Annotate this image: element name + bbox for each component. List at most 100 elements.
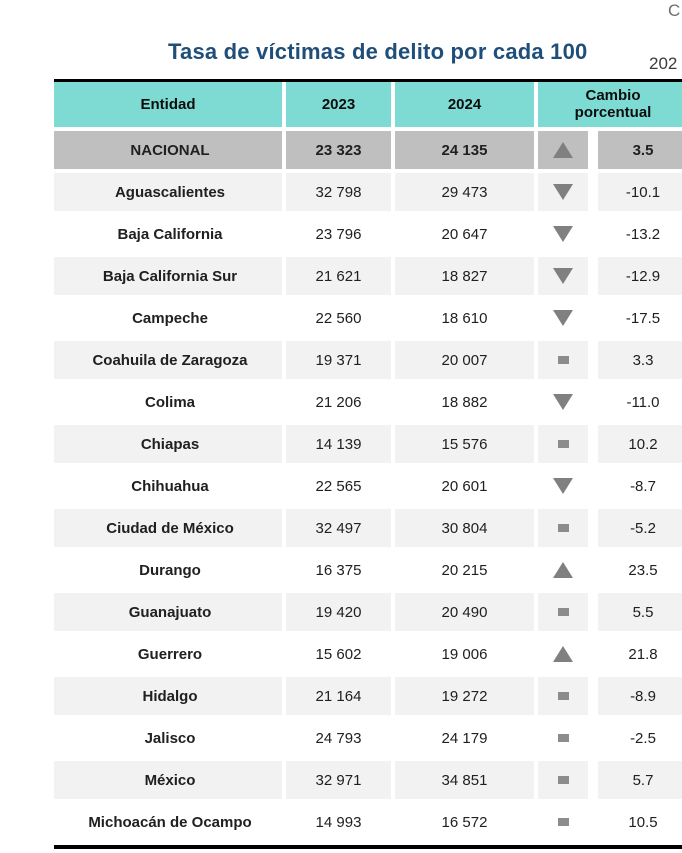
trend-marker-cell xyxy=(538,299,598,341)
subtitle-year-fragment: 202 xyxy=(649,54,678,73)
table-row: Campeche 22 560 18 610 -17.5 xyxy=(54,299,682,341)
column-header-2023: 2023 xyxy=(286,82,395,131)
value-2023-cell: 23 796 xyxy=(286,215,395,257)
trend-marker-cell xyxy=(538,677,598,719)
value-2024-cell: 18 882 xyxy=(395,383,538,425)
entity-name-cell: Guerrero xyxy=(54,635,286,677)
trend-marker-cell xyxy=(538,173,598,215)
percent-change-cell: -5.2 xyxy=(598,509,682,551)
table-row: Chiapas 14 139 15 576 10.2 xyxy=(54,425,682,467)
value-2024-cell: 24 135 xyxy=(395,131,538,173)
entity-name-cell: Colima xyxy=(54,383,286,425)
entity-name-cell: Aguascalientes xyxy=(54,173,286,215)
percent-change-cell: -10.1 xyxy=(598,173,682,215)
trend-marker-cell xyxy=(538,467,598,509)
percent-change-cell: 10.5 xyxy=(598,803,682,845)
trend-down-icon xyxy=(553,394,573,410)
table-row: Ciudad de México 32 497 30 804 -5.2 xyxy=(54,509,682,551)
trend-flat-icon xyxy=(557,608,569,616)
trend-marker-cell xyxy=(538,593,598,635)
percent-change-cell: 23.5 xyxy=(598,551,682,593)
entity-name-cell: Jalisco xyxy=(54,719,286,761)
value-2023-cell: 19 371 xyxy=(286,341,395,383)
column-header-2024: 2024 xyxy=(395,82,538,131)
trend-down-icon xyxy=(553,310,573,326)
corner-caption-fragment: C xyxy=(668,1,681,20)
value-2023-cell: 32 497 xyxy=(286,509,395,551)
value-2024-cell: 20 215 xyxy=(395,551,538,593)
trend-marker-cell xyxy=(538,635,598,677)
table-row: Colima 21 206 18 882 -11.0 xyxy=(54,383,682,425)
trend-up-icon xyxy=(553,562,573,578)
trend-flat-icon xyxy=(557,356,569,364)
value-2024-cell: 19 272 xyxy=(395,677,538,719)
entity-name-cell: Baja California xyxy=(54,215,286,257)
table-header-row: Entidad 2023 2024 Cambio porcentual xyxy=(54,82,682,131)
table-row: Aguascalientes 32 798 29 473 -10.1 xyxy=(54,173,682,215)
value-2023-cell: 22 560 xyxy=(286,299,395,341)
percent-change-cell: -17.5 xyxy=(598,299,682,341)
table-row: México 32 971 34 851 5.7 xyxy=(54,761,682,803)
table-row: Coahuila de Zaragoza 19 371 20 007 3.3 xyxy=(54,341,682,383)
percent-change-cell: 21.8 xyxy=(598,635,682,677)
trend-down-icon xyxy=(553,478,573,494)
percent-change-cell: 5.7 xyxy=(598,761,682,803)
table-row: Hidalgo 21 164 19 272 -8.9 xyxy=(54,677,682,719)
table-row: Durango 16 375 20 215 23.5 xyxy=(54,551,682,593)
trend-marker-cell xyxy=(538,719,598,761)
value-2023-cell: 32 971 xyxy=(286,761,395,803)
value-2024-cell: 20 601 xyxy=(395,467,538,509)
trend-down-icon xyxy=(553,184,573,200)
value-2023-cell: 32 798 xyxy=(286,173,395,215)
trend-down-icon xyxy=(553,268,573,284)
value-2024-cell: 20 647 xyxy=(395,215,538,257)
percent-change-cell: 5.5 xyxy=(598,593,682,635)
value-2024-cell: 29 473 xyxy=(395,173,538,215)
value-2023-cell: 16 375 xyxy=(286,551,395,593)
entity-name-cell: Durango xyxy=(54,551,286,593)
value-2024-cell: 20 007 xyxy=(395,341,538,383)
value-2023-cell: 22 565 xyxy=(286,467,395,509)
percent-change-cell: -12.9 xyxy=(598,257,682,299)
percent-change-cell: 3.5 xyxy=(598,131,682,173)
percent-change-cell: -13.2 xyxy=(598,215,682,257)
value-2023-cell: 21 206 xyxy=(286,383,395,425)
trend-flat-icon xyxy=(557,692,569,700)
trend-marker-cell xyxy=(538,551,598,593)
entity-name-cell: Hidalgo xyxy=(54,677,286,719)
trend-marker-cell xyxy=(538,761,598,803)
table-row: Guerrero 15 602 19 006 21.8 xyxy=(54,635,682,677)
value-2023-cell: 14 993 xyxy=(286,803,395,845)
column-header-cambio-label: Cambio porcentual xyxy=(574,86,652,121)
percent-change-cell: 10.2 xyxy=(598,425,682,467)
trend-marker-cell xyxy=(538,383,598,425)
trend-marker-cell xyxy=(538,509,598,551)
entity-name-cell: Michoacán de Ocampo xyxy=(54,803,286,845)
table-row: Baja California Sur 21 621 18 827 -12.9 xyxy=(54,257,682,299)
value-2024-cell: 34 851 xyxy=(395,761,538,803)
entity-name-cell: Campeche xyxy=(54,299,286,341)
entity-name-cell: Chiapas xyxy=(54,425,286,467)
entity-name-cell: NACIONAL xyxy=(54,131,286,173)
percent-change-cell: -11.0 xyxy=(598,383,682,425)
trend-flat-icon xyxy=(557,440,569,448)
value-2024-cell: 19 006 xyxy=(395,635,538,677)
trend-marker-cell xyxy=(538,341,598,383)
trend-down-icon xyxy=(553,226,573,242)
table-body: NACIONAL 23 323 24 135 3.5 Aguascaliente… xyxy=(54,131,682,845)
entity-name-cell: Ciudad de México xyxy=(54,509,286,551)
trend-marker-cell xyxy=(538,131,598,173)
table-row: Jalisco 24 793 24 179 -2.5 xyxy=(54,719,682,761)
trend-flat-icon xyxy=(557,776,569,784)
table-row: NACIONAL 23 323 24 135 3.5 xyxy=(54,131,682,173)
percent-change-cell: -8.9 xyxy=(598,677,682,719)
victims-rate-table: Entidad 2023 2024 Cambio porcentual NACI… xyxy=(54,79,682,849)
value-2024-cell: 20 490 xyxy=(395,593,538,635)
value-2023-cell: 21 621 xyxy=(286,257,395,299)
column-header-cambio-porcentual: Cambio porcentual xyxy=(538,82,682,131)
value-2024-cell: 30 804 xyxy=(395,509,538,551)
entity-name-cell: México xyxy=(54,761,286,803)
trend-up-icon xyxy=(553,646,573,662)
value-2024-cell: 18 827 xyxy=(395,257,538,299)
trend-flat-icon xyxy=(557,524,569,532)
